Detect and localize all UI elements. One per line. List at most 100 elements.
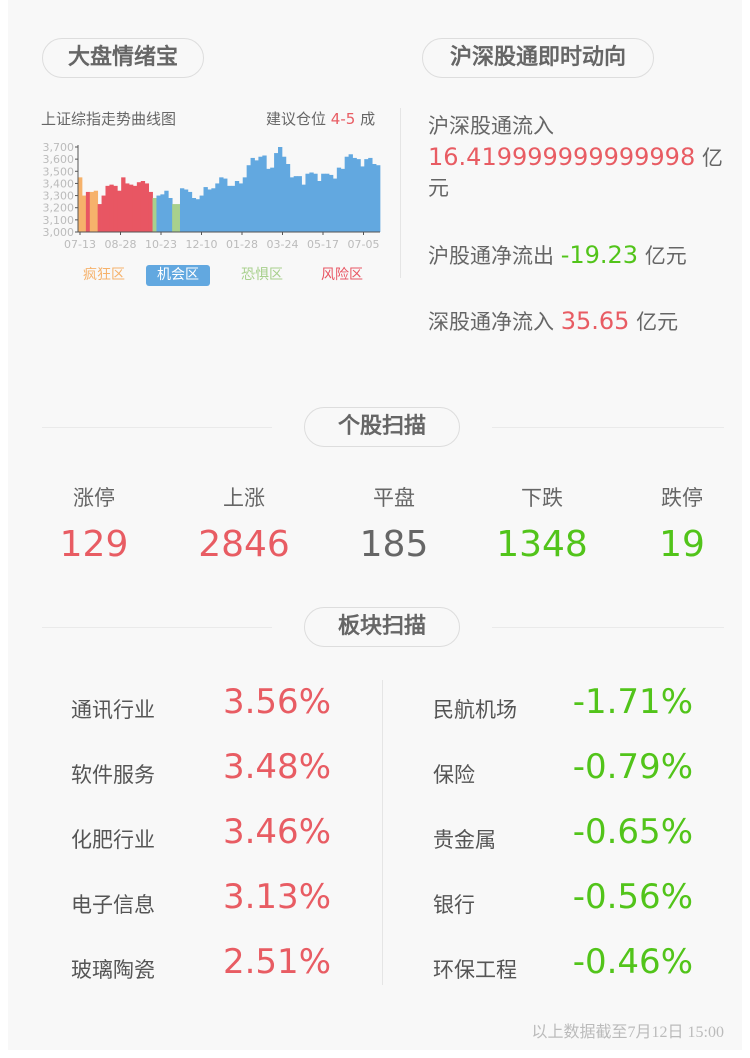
area-segment xyxy=(81,195,87,232)
sector-change: -0.65% xyxy=(572,812,693,852)
stat-value: 19 xyxy=(659,524,705,565)
area-segment xyxy=(132,185,138,232)
y-tick-label: 3,200 xyxy=(43,202,75,215)
stat-item: 平盘 185 xyxy=(334,482,454,565)
area-segment xyxy=(246,165,251,232)
area-segment xyxy=(211,188,216,232)
sector-scan-title: 板块扫描 xyxy=(304,607,460,647)
stat-item: 上涨 2846 xyxy=(184,482,304,565)
divider xyxy=(492,427,724,428)
stat-value: 185 xyxy=(359,524,429,565)
chart-title: 上证综指走势曲线图 xyxy=(41,110,177,128)
area-segment xyxy=(340,168,346,232)
area-segment xyxy=(230,185,236,232)
suggested-position: 建议仓位 4-5 成 xyxy=(266,108,375,129)
area-segment xyxy=(238,183,244,232)
area-segment xyxy=(301,184,306,232)
divider xyxy=(42,427,272,428)
unit: 亿元 xyxy=(636,310,679,334)
area-segment xyxy=(176,204,181,232)
total-flow: 16.419999999999998 亿元 xyxy=(428,142,728,203)
area-segment xyxy=(199,195,204,232)
area-segment xyxy=(148,191,153,232)
stat-value: 129 xyxy=(59,524,129,565)
sector-name: 银行 xyxy=(433,893,475,917)
area-segment xyxy=(105,185,110,232)
area-segment xyxy=(281,156,287,232)
area-segment xyxy=(332,178,338,232)
x-tick-label: 03-24 xyxy=(267,238,299,251)
area-segment xyxy=(113,185,118,232)
area-segment xyxy=(152,198,157,232)
sh-label: 沪股通净流出 xyxy=(428,244,554,268)
legend-fear[interactable]: 恐惧区 xyxy=(241,267,283,283)
area-segment xyxy=(372,164,377,232)
total-flow-label: 沪深股通流入 xyxy=(428,114,554,138)
area-segment xyxy=(219,177,224,232)
stat-label: 涨停 xyxy=(73,486,115,510)
legend-opp[interactable]: 机会区 xyxy=(146,265,210,286)
x-tick-label: 07-13 xyxy=(64,238,96,251)
area-segment xyxy=(195,199,200,232)
area-segment xyxy=(85,191,91,232)
area-segment xyxy=(223,178,228,232)
suggest-unit: 成 xyxy=(360,110,376,128)
area-segment xyxy=(234,181,240,232)
area-segment xyxy=(129,184,134,232)
area-segment xyxy=(289,177,295,232)
area-segment xyxy=(309,172,314,232)
area-segment xyxy=(136,182,142,232)
legend-risk[interactable]: 风险区 xyxy=(321,267,363,283)
y-tick-label: 3,000 xyxy=(43,226,75,239)
sector-change: -1.71% xyxy=(572,682,693,722)
area-segment xyxy=(321,173,326,232)
area-segment xyxy=(187,191,193,232)
sector-name: 通讯行业 xyxy=(71,698,155,722)
sector-name: 保险 xyxy=(433,763,475,787)
sector-change: -0.79% xyxy=(572,747,693,787)
area-segment xyxy=(254,160,259,232)
area-segment xyxy=(164,190,169,232)
suggest-value: 4-5 xyxy=(330,110,356,128)
area-segment xyxy=(160,194,165,232)
y-tick-label: 3,700 xyxy=(43,141,75,154)
area-segment xyxy=(328,174,334,232)
divider xyxy=(492,627,724,628)
sector-name: 民航机场 xyxy=(433,698,517,722)
suggest-label: 建议仓位 xyxy=(266,110,327,128)
area-segment xyxy=(109,184,114,232)
area-segment xyxy=(89,191,95,232)
unit: 亿元 xyxy=(428,146,723,200)
area-segment xyxy=(297,176,302,232)
x-tick-label: 01-28 xyxy=(226,238,258,251)
area-segment xyxy=(352,157,357,232)
area-segment xyxy=(93,190,99,232)
area-segment xyxy=(336,167,342,232)
y-tick-label: 3,500 xyxy=(43,165,75,178)
area-segment xyxy=(360,166,365,232)
area-segment xyxy=(317,181,322,232)
area-segment xyxy=(266,168,271,232)
area-segment xyxy=(203,187,208,232)
area-segment xyxy=(156,195,161,232)
stat-item: 涨停 129 xyxy=(34,482,154,565)
area-segment xyxy=(78,177,83,232)
sector-name: 玻璃陶瓷 xyxy=(71,958,155,982)
x-tick-label: 12-10 xyxy=(186,238,218,251)
area-segment xyxy=(270,167,275,232)
area-segment xyxy=(140,181,146,232)
y-tick-label: 3,600 xyxy=(43,153,75,166)
connect-title: 沪深股通即时动向 xyxy=(422,38,654,78)
sector-change: 2.51% xyxy=(222,942,331,982)
stat-label: 跌停 xyxy=(661,486,703,510)
legend-crazy[interactable]: 疯狂区 xyxy=(83,267,125,283)
area-segment xyxy=(376,165,381,232)
area-segment xyxy=(344,156,349,232)
sz-flow: 深股通净流入 35.65 亿元 xyxy=(428,306,678,336)
area-segment xyxy=(305,173,310,232)
sz-value: 35.65 xyxy=(560,307,630,335)
stat-label: 平盘 xyxy=(373,486,415,510)
data-timestamp: 以上数据截至7月12日 15:00 xyxy=(531,1024,724,1041)
index-trend-chart: 3,7003,6003,5003,4003,3003,2003,1003,000… xyxy=(43,141,381,251)
stat-item: 下跌 1348 xyxy=(482,482,602,565)
